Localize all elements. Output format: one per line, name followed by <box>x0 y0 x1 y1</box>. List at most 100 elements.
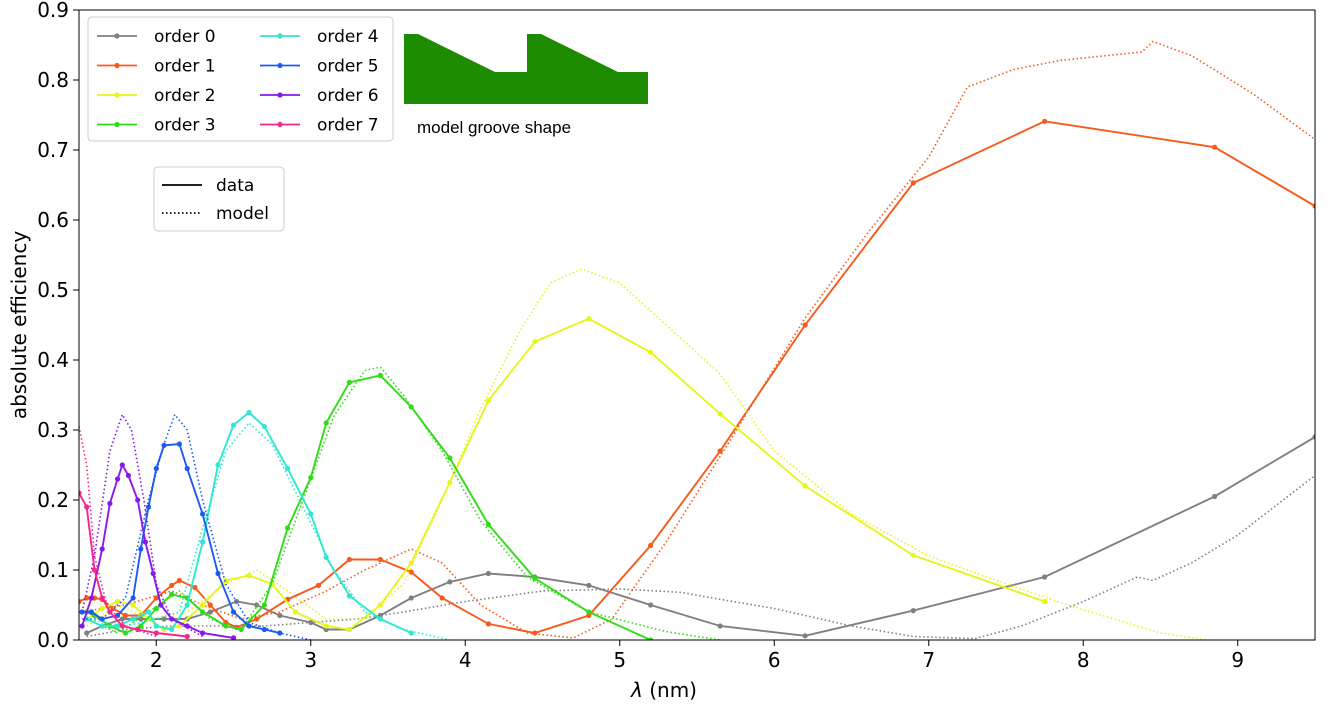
order-4-point-1 <box>99 623 105 629</box>
order-1-point-26 <box>802 322 808 328</box>
order-6-point-6 <box>125 472 131 479</box>
order-4-point-9 <box>215 462 221 468</box>
order-3-point-10 <box>238 626 244 633</box>
order-2-point-2 <box>115 598 121 605</box>
order-3-point-4 <box>138 623 144 629</box>
order-4-point-18 <box>408 630 414 636</box>
order-0-point-21 <box>802 633 808 639</box>
order-3-point-11 <box>261 602 267 608</box>
order-0-point-15 <box>447 579 453 585</box>
legend-order-7-label: order 7 <box>317 116 379 136</box>
order-7-point-5 <box>119 623 125 629</box>
legend-order-4-marker <box>277 33 283 39</box>
order-0-point-20 <box>717 623 723 629</box>
order-3-point-6 <box>169 591 175 598</box>
order-3-point-3 <box>122 630 128 636</box>
order-1-point-19 <box>408 569 414 575</box>
order-4-point-16 <box>346 593 352 599</box>
order-2-point-21 <box>717 411 723 417</box>
order-1-point-20 <box>439 595 445 601</box>
order-3-point-18 <box>447 455 453 461</box>
order-6-point-12 <box>184 623 190 629</box>
order-1-model-line <box>79 40 1315 639</box>
order-7-model-line <box>79 426 157 638</box>
order-1-point-0 <box>79 598 82 605</box>
y-tick-label-0.9: 0.9 <box>37 0 69 22</box>
x-tick-label-6: 6 <box>768 648 781 672</box>
x-tick-label-3: 3 <box>304 648 317 672</box>
order-7-point-7 <box>153 630 159 636</box>
order-1-point-9 <box>176 577 182 584</box>
order-0-data-line <box>86 436 1315 637</box>
legend-order-3-label: order 3 <box>154 116 216 136</box>
y-tick-label-0.6: 0.6 <box>37 208 69 232</box>
order-7-point-0 <box>79 490 82 496</box>
order-0-point-0 <box>84 630 90 636</box>
order-0-point-2 <box>119 616 125 622</box>
order-6-point-14 <box>230 635 237 640</box>
order-7-point-8 <box>184 633 190 640</box>
order-1-point-21 <box>485 621 491 627</box>
style-legend-data-label: data <box>216 176 254 196</box>
order-2-point-20 <box>648 349 654 355</box>
order-4-point-11 <box>246 409 252 416</box>
order-5-point-11 <box>200 511 206 517</box>
groove-shape-inset: model groove shape <box>404 34 648 137</box>
order-0-point-23 <box>1042 574 1048 580</box>
order-0-point-24 <box>1212 493 1218 500</box>
order-7-point-4 <box>107 609 113 615</box>
style-legend: data model <box>153 166 285 232</box>
order-5-point-14 <box>246 623 252 629</box>
order-3-point-5 <box>153 605 159 612</box>
groove-shape-caption: model groove shape <box>417 118 571 137</box>
order-0-point-22 <box>910 608 916 614</box>
order-0-point-19 <box>648 602 654 608</box>
x-axis-label-units: (nm) <box>643 678 697 702</box>
y-tick-label-0.3: 0.3 <box>37 418 69 442</box>
y-tick-label-0.2: 0.2 <box>37 488 69 512</box>
order-2-point-12 <box>323 623 329 629</box>
order-4-point-8 <box>200 539 206 545</box>
order-3-point-15 <box>346 379 352 385</box>
order-5-point-9 <box>176 441 182 447</box>
order-0-point-4 <box>161 616 167 622</box>
order-1-point-25 <box>717 448 723 454</box>
order-4-point-12 <box>261 423 267 430</box>
order-1-point-17 <box>346 556 352 563</box>
order-7-point-3 <box>99 595 105 601</box>
y-tick-label-0.0: 0.0 <box>37 628 69 652</box>
y-axis-label: absolute efficiency <box>7 231 31 420</box>
order-1-point-24 <box>648 542 654 549</box>
order-2-point-8 <box>223 577 229 584</box>
plot-frame <box>78 9 1316 641</box>
order-1-point-30 <box>1312 203 1315 209</box>
order-1-point-14 <box>254 616 260 622</box>
order-3-model-line <box>86 366 721 640</box>
order-1-point-27 <box>910 180 916 186</box>
order-0-point-16 <box>485 570 491 577</box>
legend-order-7-marker <box>277 121 283 128</box>
order-6-point-11 <box>169 616 175 622</box>
legend-order-0-label: order 0 <box>154 27 216 47</box>
order-2-point-9 <box>246 573 252 579</box>
legend-order-2-label: order 2 <box>154 86 216 106</box>
y-tick-label-0.8: 0.8 <box>37 68 69 92</box>
order-1-point-29 <box>1212 144 1218 150</box>
order-3-point-21 <box>586 609 592 615</box>
order-2-point-23 <box>910 552 916 558</box>
order-3-point-12 <box>285 525 291 531</box>
order-4-point-3 <box>130 616 136 622</box>
order-4-point-15 <box>323 554 329 561</box>
style-legend-model-label: model <box>216 204 269 224</box>
order-2-point-18 <box>532 339 538 345</box>
order-5-point-6 <box>145 504 152 510</box>
order-4-point-14 <box>308 511 314 517</box>
order-2-point-24 <box>1042 598 1048 605</box>
order-2-point-11 <box>292 609 298 615</box>
y-tick-label-0.4: 0.4 <box>37 348 69 372</box>
order-1-point-7 <box>153 595 159 601</box>
order-2-point-19 <box>586 316 592 322</box>
order-2-point-15 <box>408 560 414 566</box>
order-1-point-10 <box>192 584 198 591</box>
order-3-point-20 <box>532 575 538 582</box>
